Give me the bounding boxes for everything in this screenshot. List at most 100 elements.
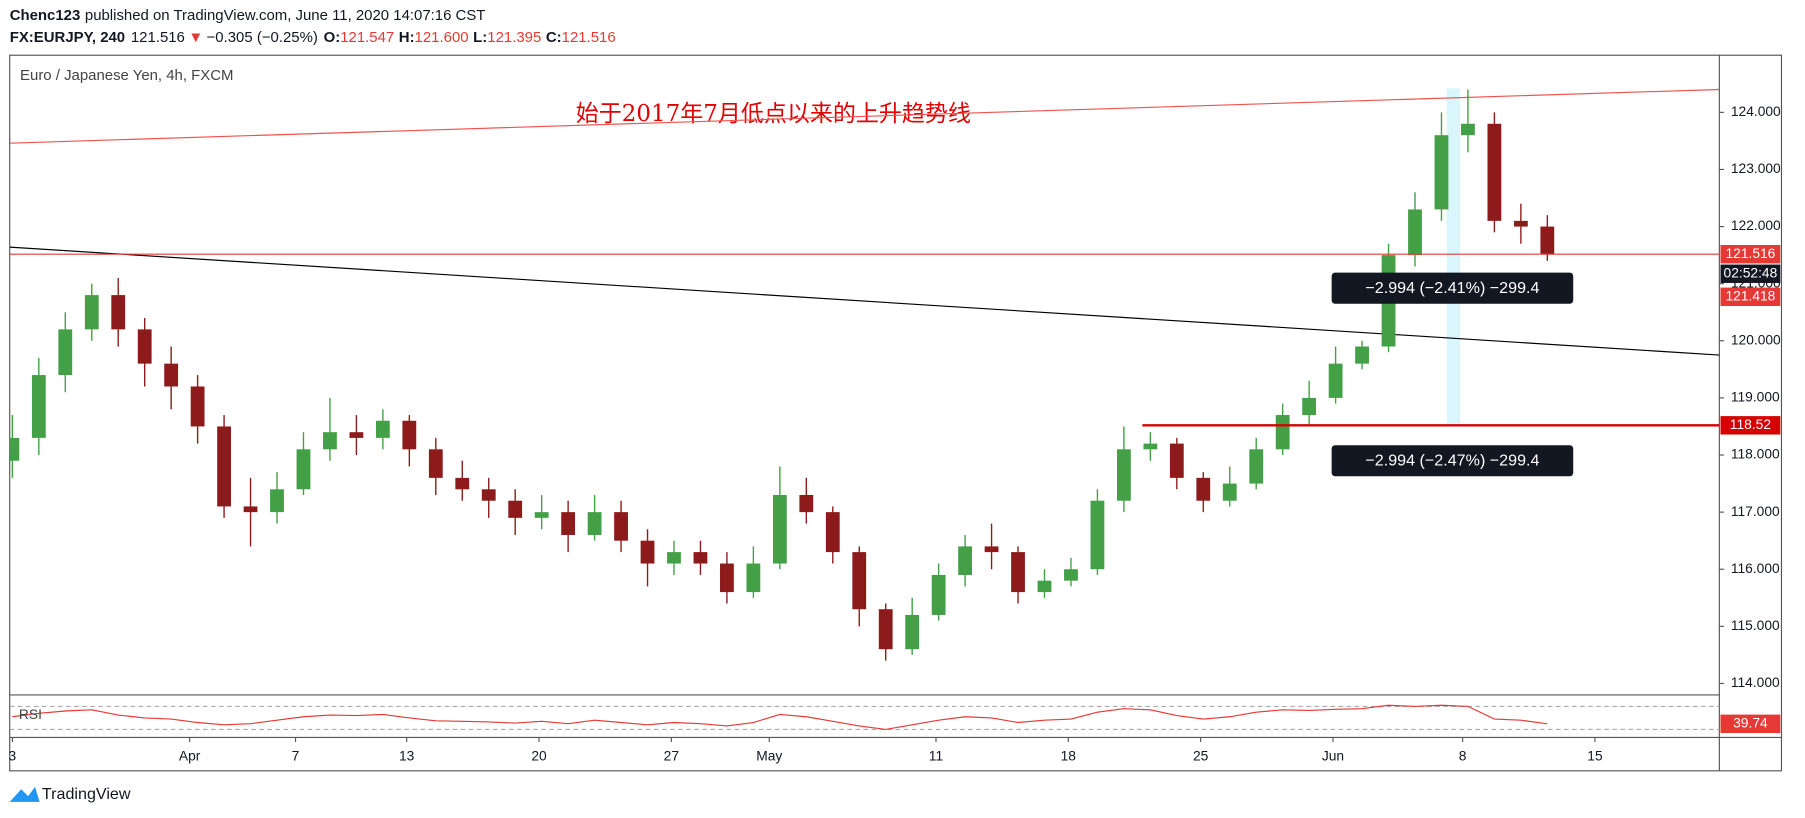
rsi-badge: 39.74	[1733, 715, 1768, 730]
candle-body	[508, 500, 523, 518]
measure-text: −2.994 (−2.47%) −299.4	[1365, 452, 1539, 470]
candle-body	[1064, 569, 1078, 581]
candle-body	[1487, 123, 1502, 221]
axes: 114.000 115.000 116.000 117.000 118.000 119.0…	[9, 104, 1782, 764]
y-tick-label: 119.000	[1731, 390, 1780, 405]
candle-body	[772, 494, 787, 564]
candle-body	[349, 432, 364, 438]
x-tick-label: May	[756, 749, 782, 764]
h-label: H:	[399, 29, 415, 46]
level-badge: 118.52	[1730, 417, 1771, 432]
candle-body	[720, 563, 734, 593]
candle-body	[1408, 209, 1422, 256]
x-tick-label: 13	[399, 749, 415, 764]
candle-body	[270, 489, 284, 513]
candle-body	[296, 449, 311, 490]
candle-body	[958, 546, 973, 575]
open: 121.547	[340, 29, 394, 46]
candle-body	[1434, 135, 1449, 210]
candle-body	[1540, 226, 1555, 255]
x-tick-label: 3	[9, 749, 17, 764]
countdown-badge-bg	[1720, 264, 1781, 283]
candle-body	[746, 563, 761, 593]
close: 121.516	[562, 29, 616, 46]
candle-body	[878, 609, 893, 650]
trend-line	[9, 246, 1720, 356]
candle-body	[1116, 449, 1131, 501]
candle-body	[667, 552, 681, 564]
rsi-pane	[9, 704, 1720, 730]
x-tick-label: Jun	[1322, 749, 1344, 764]
x-tick-label: 25	[1193, 749, 1209, 764]
x-tick-label: 27	[664, 749, 679, 764]
candle-body	[375, 420, 390, 438]
arrow: ▼	[188, 29, 203, 46]
candle-body	[1355, 346, 1369, 364]
y-tick-label: 116.000	[1731, 561, 1780, 576]
measure-text: −2.994 (−2.41%) −299.4	[1365, 279, 1539, 297]
candle-body	[137, 329, 152, 364]
x-tick-label: 20	[531, 749, 547, 764]
bid-badge: 121.418	[1725, 288, 1775, 303]
measure-band	[1446, 88, 1460, 426]
y-tick-label: 122.000	[1731, 218, 1781, 233]
measure-box	[1331, 445, 1574, 477]
candle-body	[481, 489, 496, 501]
annotation: 始于2017年7月低点以来的上升趋势线	[576, 101, 971, 127]
brand: TradingView	[42, 785, 131, 803]
quote-line: FX:EURJPY, 240 121.516 ▼ −0.305 (−0.25%) O:1…	[10, 29, 616, 46]
candle-body	[852, 552, 867, 610]
candle-body	[640, 540, 655, 564]
trend-line	[9, 88, 1720, 144]
candle-body	[1011, 552, 1025, 593]
logo: TradingView	[9, 785, 131, 803]
change: −0.305 (−0.25%)	[207, 29, 318, 46]
l-label: L:	[473, 29, 487, 46]
y-tick-label: 123.000	[1731, 161, 1781, 176]
candle-body	[1037, 580, 1052, 593]
y-tick-label: 117.000	[1731, 504, 1780, 519]
candle-body	[455, 477, 470, 490]
chart-title: Euro / Japanese Yen, 4h, FXCM	[20, 67, 233, 84]
published: published on TradingView.com, June 11, 2…	[85, 7, 486, 24]
high: 121.600	[415, 29, 469, 46]
candle-body	[1461, 123, 1475, 136]
candle-body	[1222, 483, 1237, 501]
candle-body	[799, 494, 814, 513]
candle-body	[1196, 477, 1211, 501]
x-tick-label: 7	[292, 749, 300, 764]
candle-body	[1302, 397, 1317, 416]
candle-body	[84, 295, 99, 330]
price-pane: −2.994 (−2.41%) −299.4 −2.994 (−2.47%) −2…	[9, 88, 1720, 661]
last-price-badge-bg	[1720, 245, 1781, 264]
candle-body	[534, 512, 549, 518]
logo-mark	[9, 786, 40, 802]
candle-body	[190, 386, 205, 427]
symbol: FX:EURJPY, 240	[10, 29, 125, 46]
candle-body	[1275, 415, 1290, 450]
y-tick-label: 118.000	[1731, 447, 1780, 462]
candle-body	[905, 614, 920, 650]
candle-body	[111, 295, 126, 330]
candle-body	[428, 449, 443, 478]
y-tick-label: 115.000	[1731, 618, 1780, 633]
measure-box	[1331, 272, 1574, 304]
candle-body	[561, 512, 576, 535]
candle-body	[1169, 443, 1184, 478]
candle-body	[243, 506, 258, 513]
last-price-badge: 121.516	[1725, 246, 1775, 261]
o-label: O:	[324, 29, 341, 46]
publish-line: Chenc123 published on TradingView.com, Ju…	[10, 7, 486, 24]
candle-body	[323, 432, 337, 450]
candle-body	[1143, 443, 1158, 450]
x-tick-label: 18	[1061, 749, 1077, 764]
y-tick-label: 120.000	[1731, 332, 1781, 347]
bid-badge-bg	[1720, 287, 1781, 306]
candle-body	[693, 552, 708, 564]
candle-body	[1513, 220, 1528, 227]
c-label: C:	[546, 29, 562, 46]
candle-body	[31, 375, 46, 438]
candle-body	[1090, 500, 1105, 570]
x-tick-label: 11	[929, 749, 943, 764]
